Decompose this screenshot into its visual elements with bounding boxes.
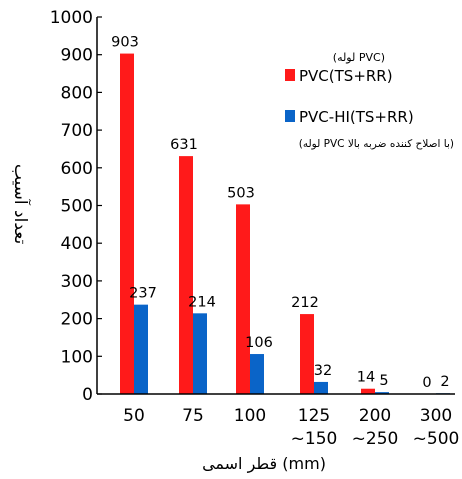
- bar-series-1-2: [179, 156, 193, 394]
- x-tick-label: ~150: [291, 429, 338, 449]
- bar-value-label: 503: [227, 185, 255, 201]
- legend-swatch-series-2: [285, 110, 295, 122]
- x-tick-label: 200: [359, 406, 391, 426]
- x-tick-label: ~500: [413, 429, 460, 449]
- bar-series-2-2: [193, 313, 207, 394]
- bar-series-2-3: [250, 354, 264, 394]
- y-tick-label: 200: [61, 310, 93, 330]
- x-tick-label: 300: [420, 406, 452, 426]
- x-tick-label: 100: [234, 406, 266, 426]
- x-tick-label: 125: [298, 406, 330, 426]
- bar-value-label: 631: [170, 137, 198, 153]
- bar-value-labels: 903 631 503 212 14 0 237 214 106 32 5 2: [111, 35, 449, 391]
- y-axis-title: تعداد آسیب: [10, 164, 32, 245]
- y-tick-label: 700: [61, 121, 93, 141]
- bar-series-1-4: [300, 314, 314, 394]
- x-tick-label: ~250: [352, 429, 399, 449]
- legend: (لوله PVC) PVC(TS+RR) PVC-HI(TS+RR) (لول…: [285, 51, 454, 150]
- x-tick-label: 75: [182, 406, 204, 426]
- y-tick-label: 900: [61, 46, 93, 66]
- bar-value-label: 214: [188, 294, 216, 310]
- legend-label-series-1: PVC(TS+RR): [299, 67, 393, 85]
- bar-series-2-5: [375, 392, 389, 394]
- y-tick-label: 600: [61, 159, 93, 179]
- legend-label-series-2: PVC-HI(TS+RR): [299, 108, 414, 126]
- bar-series-2-1: [134, 304, 148, 394]
- bars: [120, 53, 450, 394]
- bar-value-label: 237: [129, 286, 157, 302]
- y-tick-label: 400: [61, 234, 93, 254]
- legend-swatch-series-1: [285, 69, 295, 81]
- x-tick-label: 50: [123, 406, 145, 426]
- bar-value-label: 903: [111, 35, 139, 51]
- bar-series-2-4: [314, 381, 328, 394]
- legend-note-series-1: (لوله PVC): [333, 51, 385, 64]
- bar-value-label: 2: [440, 374, 449, 390]
- bar-series-1-3: [236, 204, 250, 394]
- y-axis-ticks: 0 100 200 300 400 500 600 700 800 900 1000: [50, 8, 102, 405]
- x-axis-title: قطر اسمی (mm): [202, 454, 326, 474]
- y-tick-label: 1000: [50, 8, 93, 28]
- bar-value-label: 106: [245, 335, 273, 351]
- y-tick-label: 300: [61, 272, 93, 292]
- y-tick-label: 800: [61, 83, 93, 103]
- bar-value-label: 0: [422, 375, 431, 391]
- bar-series-1-5: [361, 388, 375, 394]
- y-tick-label: 500: [61, 197, 93, 217]
- bar-value-label: 14: [357, 370, 375, 386]
- y-tick-label: 100: [61, 347, 93, 367]
- bar-value-label: 212: [291, 295, 319, 311]
- bar-value-label: 5: [379, 373, 388, 389]
- bar-series-1-1: [120, 53, 134, 394]
- x-axis-ticks: 50 75 100 125 ~150 200 ~250 300 ~500: [123, 406, 459, 449]
- y-tick-label: 0: [82, 385, 93, 405]
- bar-value-label: 32: [314, 363, 332, 379]
- legend-note-series-2: (لوله PVC با اصلاح کننده ضربه بالا): [299, 138, 454, 150]
